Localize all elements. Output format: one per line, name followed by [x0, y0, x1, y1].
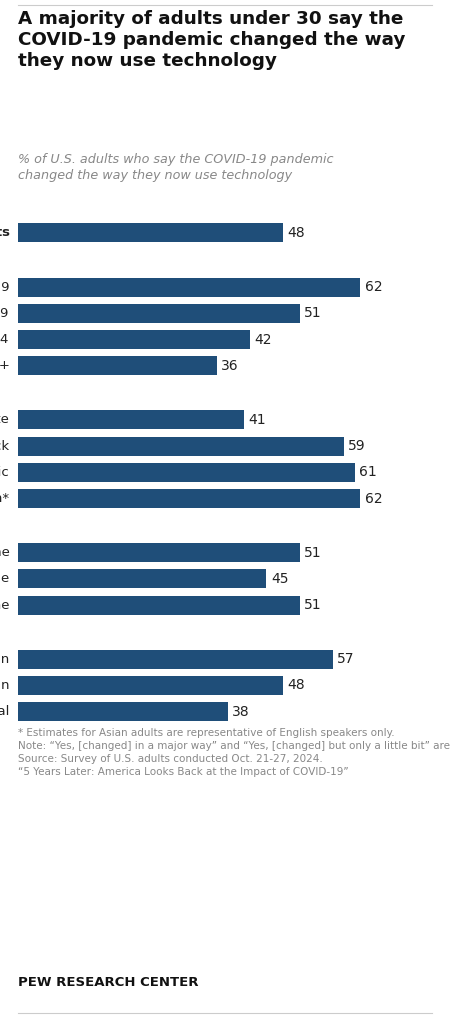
Bar	[18, 223, 283, 242]
Text: Ages 18-29: Ages 18-29	[0, 280, 10, 294]
Text: 30-49: 30-49	[0, 307, 10, 320]
Bar	[18, 702, 228, 721]
Text: Rural: Rural	[0, 705, 10, 718]
Text: A majority of adults under 30 say the
COVID-19 pandemic changed the way
they now: A majority of adults under 30 say the CO…	[18, 10, 405, 70]
Text: Hispanic: Hispanic	[0, 465, 10, 479]
Text: 42: 42	[254, 332, 272, 347]
Text: Suburban: Suburban	[0, 679, 10, 692]
Bar	[18, 489, 360, 508]
Text: 48: 48	[288, 226, 305, 240]
Text: Urban: Urban	[0, 653, 10, 666]
Text: PEW RESEARCH CENTER: PEW RESEARCH CENTER	[18, 976, 198, 988]
Bar	[18, 543, 300, 563]
Text: 51: 51	[304, 598, 322, 612]
Text: White: White	[0, 413, 10, 427]
Text: 62: 62	[364, 280, 382, 294]
Text: 51: 51	[304, 306, 322, 320]
Text: 38: 38	[232, 705, 250, 719]
Text: 41: 41	[249, 413, 266, 427]
Text: 51: 51	[304, 545, 322, 560]
Bar	[18, 356, 217, 375]
Text: 50-64: 50-64	[0, 333, 10, 346]
Bar	[18, 650, 333, 669]
Text: 48: 48	[288, 678, 305, 693]
Bar	[18, 570, 266, 588]
Text: 36: 36	[221, 359, 239, 372]
Bar	[18, 304, 300, 323]
Text: % of U.S. adults who say the COVID-19 pandemic
changed the way they now use tech: % of U.S. adults who say the COVID-19 pa…	[18, 153, 333, 182]
Text: Middle income: Middle income	[0, 573, 10, 585]
Bar	[18, 676, 283, 695]
Text: * Estimates for Asian adults are representative of English speakers only.
Note: : * Estimates for Asian adults are represe…	[18, 728, 450, 777]
Text: U.S. adults: U.S. adults	[0, 226, 10, 239]
Bar	[18, 277, 360, 297]
Bar	[18, 330, 250, 349]
Bar	[18, 437, 344, 455]
Bar	[18, 595, 300, 615]
Bar	[18, 462, 355, 482]
Text: 65+: 65+	[0, 359, 10, 372]
Text: Black: Black	[0, 440, 10, 452]
Text: Lower income: Lower income	[0, 546, 10, 560]
Text: 62: 62	[364, 492, 382, 505]
Text: Upper income: Upper income	[0, 598, 10, 612]
Text: 57: 57	[337, 653, 355, 666]
Bar	[18, 410, 244, 430]
Text: Asian*: Asian*	[0, 492, 10, 505]
Text: 59: 59	[348, 439, 366, 453]
Text: 61: 61	[359, 465, 377, 480]
Text: 45: 45	[271, 572, 288, 586]
